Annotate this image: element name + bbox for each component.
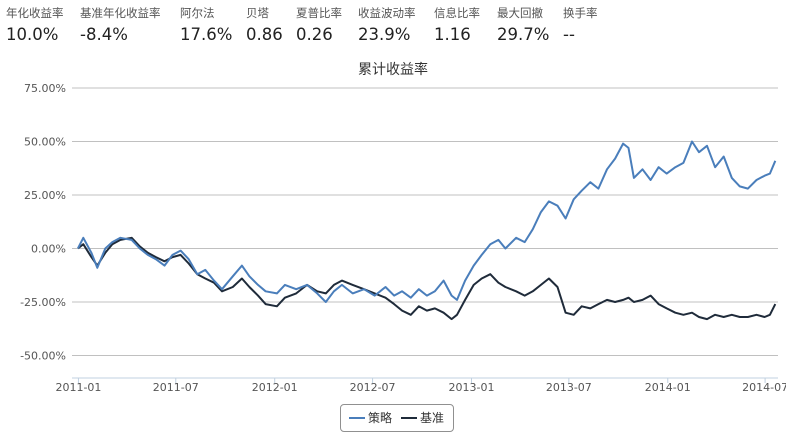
series-lines (77, 140, 777, 321)
stat-item: 换手率 -- (563, 6, 598, 45)
legend-label: 基准 (420, 411, 445, 425)
stat-item: 夏普比率 0.26 (296, 6, 342, 45)
y-tick-label: 0.00% (31, 243, 66, 256)
stat-item: 基准年化收益率 -8.4% (80, 6, 161, 45)
stat-item: 最大回撤 29.7% (497, 6, 549, 45)
x-tick-label: 2013-01 (449, 381, 495, 394)
legend-label: 策略 (368, 411, 393, 425)
stat-value: 23.9% (358, 25, 411, 44)
stat-item: 信息比率 1.16 (434, 6, 480, 45)
y-axis: 75.00% 50.00% 25.00% 0.00% -25.00% -50.00% (20, 82, 66, 363)
legend-item[interactable]: 策略 (349, 410, 392, 426)
stat-label: 年化收益率 (6, 6, 64, 20)
legend: 策略 基准 (340, 404, 454, 432)
stat-label: 阿尔法 (180, 6, 215, 20)
legend-swatch (349, 416, 365, 419)
x-tick-label: 2014-07 (742, 381, 786, 394)
x-tick-label: 2012-01 (252, 381, 298, 394)
stat-item: 年化收益率 10.0% (6, 6, 64, 45)
x-tick-label: 2011-07 (153, 381, 199, 394)
stat-value: 0.86 (246, 25, 283, 44)
stat-value: -8.4% (80, 25, 128, 44)
x-tick-label: 2011-01 (55, 381, 101, 394)
benchmark-series-line (77, 236, 777, 321)
x-tick-label: 2014-01 (645, 381, 691, 394)
stat-value: 1.16 (434, 25, 471, 44)
strategy-series-line (77, 140, 777, 303)
x-tick-label: 2012-07 (350, 381, 396, 394)
stat-label: 换手率 (563, 6, 598, 20)
stat-label: 收益波动率 (358, 6, 416, 20)
stat-item: 阿尔法 17.6% (180, 6, 232, 45)
x-axis: 2011-01 2011-07 2012-01 2012-07 2013-01 2013-… (55, 377, 786, 394)
y-tick-label: -50.00% (20, 350, 66, 363)
stat-item: 收益波动率 23.9% (358, 6, 416, 45)
y-tick-label: 50.00% (24, 136, 66, 149)
stats-bar: 年化收益率 10.0% 基准年化收益率 -8.4% 阿尔法 17.6% 贝塔 0.86 夏普比率… (0, 0, 786, 50)
stat-value: 0.26 (296, 25, 333, 44)
chart-title: 累计收益率 (358, 61, 428, 78)
stat-label: 基准年化收益率 (80, 6, 161, 20)
stat-label: 夏普比率 (296, 6, 342, 20)
stat-label: 信息比率 (434, 6, 480, 20)
legend-item[interactable]: 基准 (401, 410, 444, 426)
stat-value: 17.6% (180, 25, 233, 44)
y-tick-label: -25.00% (20, 296, 66, 309)
grid-lines (72, 87, 778, 356)
x-tick-label: 2013-07 (546, 381, 592, 394)
stat-value: -- (563, 25, 575, 44)
stat-value: 10.0% (6, 25, 59, 44)
stat-item: 贝塔 0.86 (246, 6, 283, 45)
stat-value: 29.7% (497, 25, 550, 44)
stat-label: 贝塔 (246, 6, 269, 20)
y-tick-label: 75.00% (24, 82, 66, 95)
y-tick-label: 25.00% (24, 189, 66, 202)
stat-label: 最大回撤 (497, 6, 543, 20)
legend-swatch (401, 416, 417, 419)
